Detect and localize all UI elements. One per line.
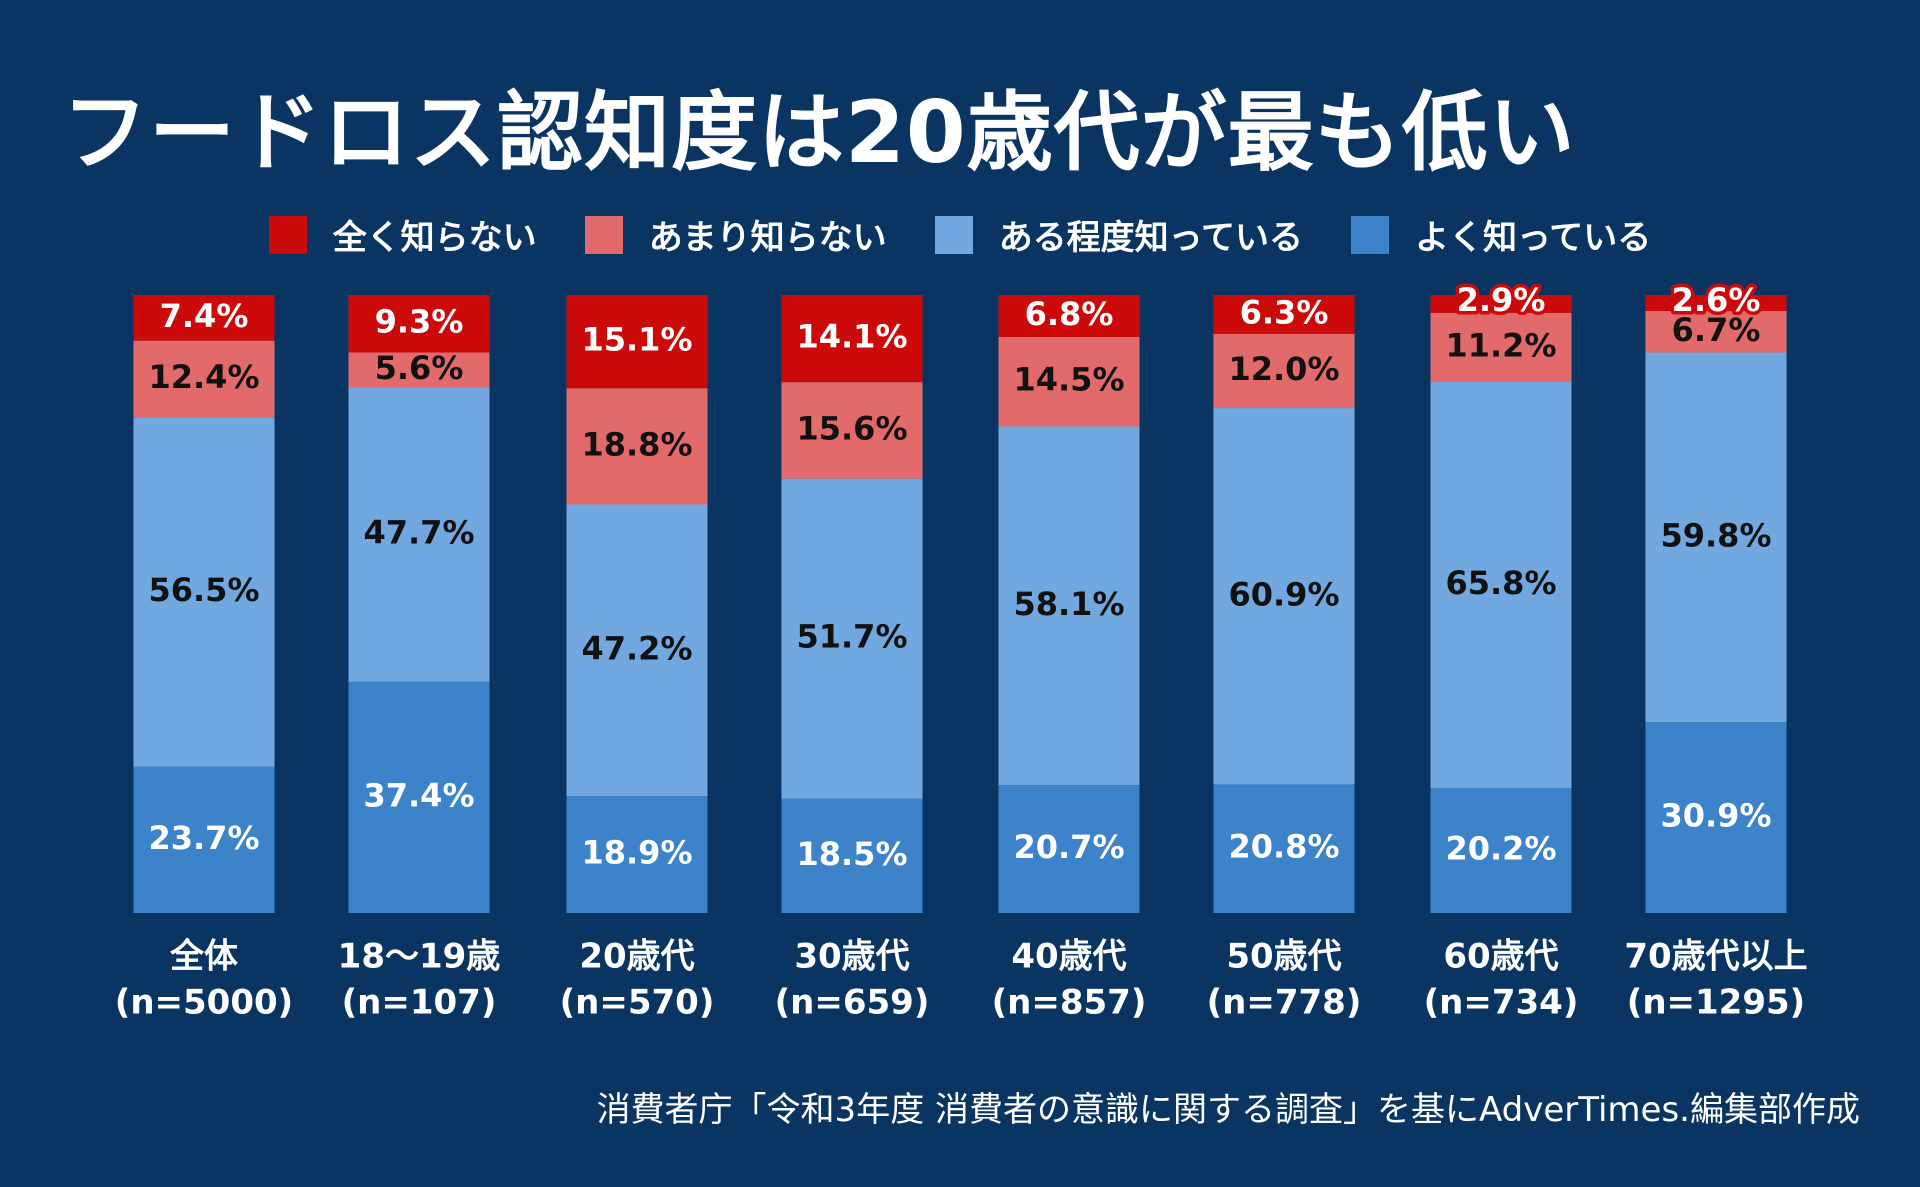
legend-label-somewhat: ある程度知っている [998, 218, 1303, 258]
legend-label-not-much: あまり知らない [648, 218, 887, 258]
category-label-7: 70歳代以上 [1624, 937, 1807, 977]
data-label-well-4: 20.7% [1013, 828, 1124, 866]
sample-size-label-5: (n=778) [1207, 983, 1362, 1023]
bar-segment-well-1 [348, 681, 490, 913]
bar-segment-well-3 [781, 798, 923, 913]
chart-title: フードロス認知度は20歳代が最も低い [62, 83, 1576, 183]
bar-segment-not-much-1 [348, 352, 490, 388]
data-label-somewhat-4: 58.1% [1013, 585, 1124, 623]
bar-segment-not-much-0 [133, 340, 275, 418]
sample-size-label-4: (n=857) [992, 983, 1147, 1023]
legend-label-well: よく知っている [1415, 218, 1652, 258]
legend-swatch-somewhat [934, 215, 973, 254]
bar-segment-somewhat-7 [1645, 352, 1787, 723]
data-label-not-much-6: 11.2% [1445, 326, 1556, 364]
data-label-not-at-all-1: 9.3% [375, 303, 464, 341]
data-label-somewhat-1: 47.7% [363, 513, 474, 551]
legend-item-well: よく知っている [1351, 210, 1651, 259]
bar-segment-not-at-all-0 [133, 295, 275, 341]
bar-segment-not-much-5 [1213, 333, 1355, 409]
bar-segment-not-much-6 [1430, 312, 1572, 383]
category-label-2: 20歳代 [579, 937, 694, 977]
sample-size-label-2: (n=570) [560, 983, 715, 1023]
data-label-well-3: 18.5% [796, 835, 907, 873]
sample-size-label-7: (n=1295) [1627, 983, 1805, 1023]
data-label-well-1: 37.4% [363, 776, 474, 814]
legend-item-not-at-all: 全く知らない [268, 210, 537, 259]
bar-segment-not-much-3 [781, 382, 923, 479]
data-label-not-much-7: 6.7% [1672, 311, 1761, 349]
data-label-not-much-2: 18.8% [581, 425, 692, 463]
bar-segment-well-0 [133, 766, 275, 913]
data-label-not-at-all-6: 2.9% [1457, 281, 1546, 319]
bar-segment-not-much-4 [998, 336, 1140, 427]
legend-swatch-not-at-all [268, 215, 307, 254]
bar-segment-well-2 [566, 796, 708, 913]
bar-segment-somewhat-1 [348, 387, 490, 682]
data-label-well-5: 20.8% [1228, 828, 1339, 866]
data-label-not-at-all-2: 15.1% [581, 321, 692, 359]
bar-segment-well-6 [1430, 788, 1572, 913]
bar-segment-somewhat-2 [566, 504, 708, 797]
data-label-not-at-all-7: 2.6% [1672, 281, 1761, 319]
bar-segment-somewhat-5 [1213, 408, 1355, 785]
data-label-not-at-all-4: 6.8% [1025, 295, 1114, 333]
legend: 全く知らない あまり知らない ある程度知っている よく知っている [0, 210, 1920, 259]
sample-size-label-3: (n=659) [775, 983, 930, 1023]
bar-segment-somewhat-0 [133, 417, 275, 767]
bar-segment-not-at-all-5 [1213, 295, 1355, 334]
category-label-5: 50歳代 [1226, 937, 1341, 977]
data-label-well-0: 23.7% [148, 819, 259, 857]
bar-segment-somewhat-3 [781, 478, 923, 799]
data-label-somewhat-2: 47.2% [581, 629, 692, 667]
bar-segment-well-5 [1213, 784, 1355, 913]
data-label-somewhat-0: 56.5% [148, 571, 259, 609]
bar-segment-not-at-all-1 [348, 295, 490, 353]
data-label-not-much-4: 14.5% [1013, 361, 1124, 399]
sample-size-label-1: (n=107) [342, 983, 497, 1023]
data-label-not-at-all-3: 14.1% [796, 318, 907, 356]
bar-segment-not-much-7 [1645, 311, 1787, 353]
sample-size-label-0: (n=5000) [115, 983, 293, 1023]
bar-segment-not-much-2 [566, 388, 708, 505]
legend-item-not-much: あまり知らない [584, 210, 887, 259]
bar-segment-not-at-all-2 [566, 295, 708, 389]
data-label-not-at-all-0: 7.4% [160, 297, 249, 335]
source-note: 消費者庁「令和3年度 消費者の意識に関する調査」を基にAdverTimes.編集… [596, 1090, 1860, 1130]
bar-segment-well-7 [1645, 722, 1787, 913]
category-label-3: 30歳代 [794, 937, 909, 977]
bar-segment-not-at-all-6 [1430, 295, 1572, 313]
legend-swatch-not-much [584, 215, 623, 254]
data-label-well-6: 20.2% [1445, 830, 1556, 868]
data-label-somewhat-6: 65.8% [1445, 564, 1556, 602]
data-label-somewhat-7: 59.8% [1660, 516, 1771, 554]
data-label-somewhat-5: 60.9% [1228, 575, 1339, 613]
legend-swatch-well [1351, 215, 1389, 254]
data-label-well-2: 18.9% [581, 834, 692, 872]
legend-label-not-at-all: 全く知らない [332, 218, 537, 258]
category-label-1: 18〜19歳 [338, 937, 501, 977]
legend-item-somewhat: ある程度知っている [934, 210, 1303, 259]
bar-segment-not-at-all-3 [781, 295, 923, 383]
bar-segment-not-at-all-7 [1645, 295, 1787, 312]
data-label-not-much-1: 5.6% [375, 349, 464, 387]
sample-size-label-6: (n=734) [1424, 983, 1579, 1023]
bar-segment-well-4 [998, 785, 1140, 913]
data-label-not-much-3: 15.6% [796, 409, 907, 447]
data-label-not-at-all-5: 6.3% [1240, 293, 1329, 331]
data-label-not-much-0: 12.4% [148, 358, 259, 396]
category-label-6: 60歳代 [1443, 937, 1558, 977]
category-label-0: 全体 [169, 937, 238, 977]
category-label-4: 40歳代 [1011, 937, 1126, 977]
bar-segment-somewhat-4 [998, 426, 1140, 786]
data-label-not-much-5: 12.0% [1228, 350, 1339, 388]
bar-segment-not-at-all-4 [998, 295, 1140, 337]
bar-segment-somewhat-6 [1430, 382, 1572, 789]
data-label-somewhat-3: 51.7% [796, 618, 907, 656]
data-label-well-7: 30.9% [1660, 797, 1771, 835]
